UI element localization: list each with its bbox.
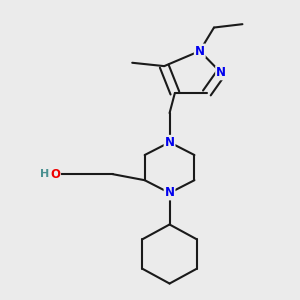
Text: O: O <box>50 168 60 181</box>
Text: H: H <box>40 169 49 179</box>
Text: N: N <box>165 186 175 200</box>
Text: N: N <box>216 66 226 79</box>
Text: N: N <box>195 44 205 58</box>
Text: N: N <box>165 136 175 149</box>
